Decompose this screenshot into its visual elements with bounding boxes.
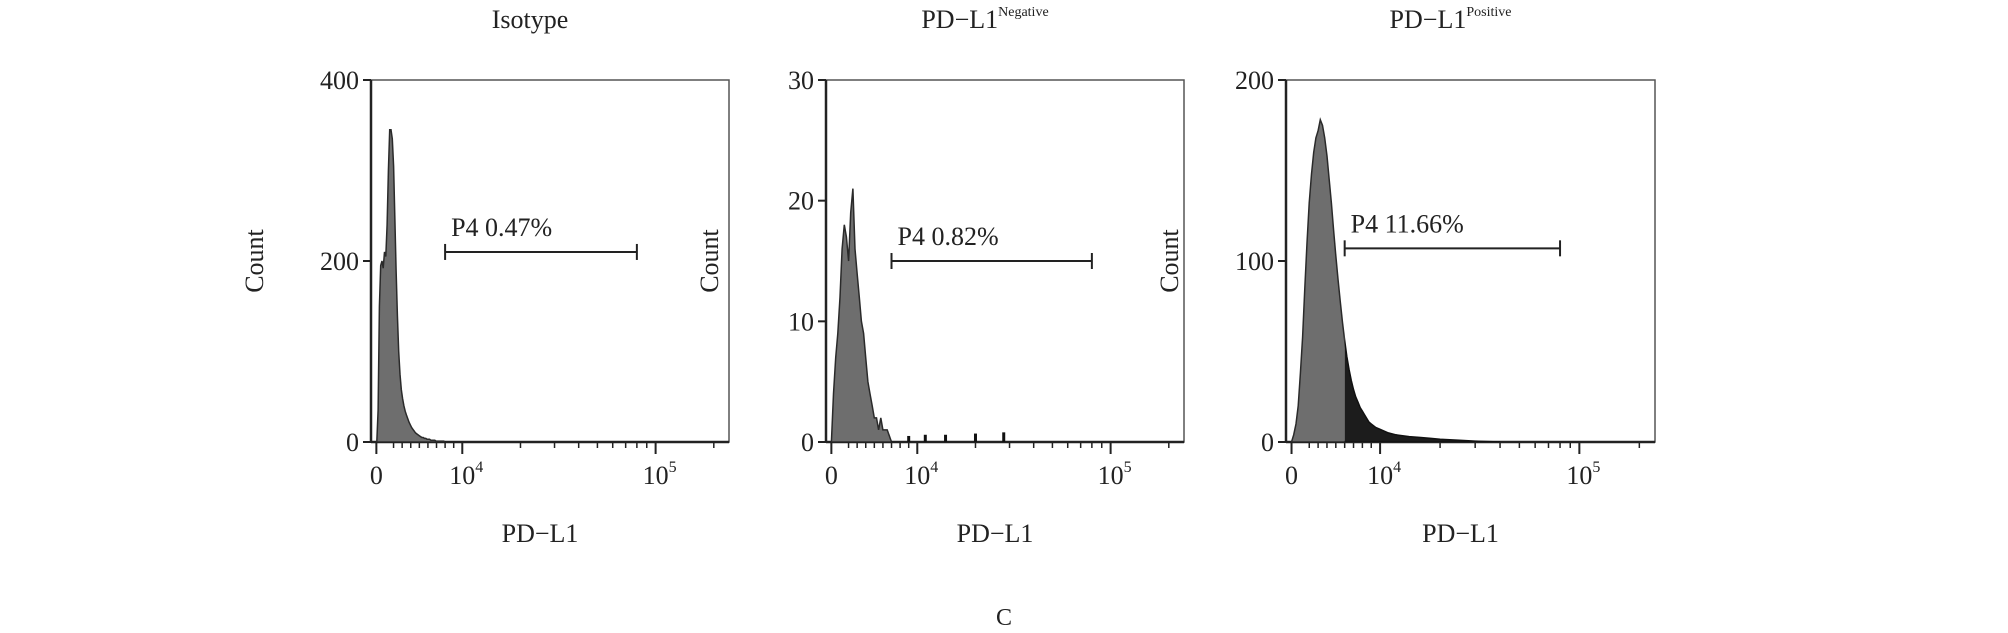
gate-label: P4 11.66%: [1351, 209, 1464, 238]
chart-title: PD−L1Negative: [921, 5, 1048, 34]
x-axis-label: PD−L1: [957, 519, 1034, 548]
x-tick-label: 104: [904, 459, 938, 490]
y-tick-label: 200: [1235, 66, 1274, 95]
chart-title-superscript: Negative: [998, 5, 1049, 20]
plot-frame: [370, 79, 730, 443]
y-tick-label: 400: [320, 66, 359, 95]
histogram-area: [376, 129, 446, 442]
x-tick-label: 104: [1367, 459, 1401, 490]
x-tick-exponent: 4: [475, 459, 483, 476]
chart-panel-3: PD−L1Positive 0 100 200 0 104 105 PD−L1 Count P4 …: [1155, 5, 1656, 548]
y-tick-label: 0: [1261, 428, 1274, 457]
x-tick-exponent: 5: [1124, 459, 1132, 476]
event-mark: [1002, 432, 1006, 442]
chart-title: Isotype: [492, 5, 569, 34]
x-tick-exponent: 4: [930, 459, 938, 476]
event-mark: [923, 434, 927, 442]
event-mark: [973, 433, 977, 442]
x-tick-label: 105: [1098, 459, 1132, 490]
x-tick-exponent: 5: [1592, 459, 1600, 476]
y-axis-label: Count: [695, 228, 724, 292]
histogram-area: [830, 188, 892, 442]
chart-title-superscript: Positive: [1466, 5, 1511, 20]
histogram-area: [1290, 117, 1345, 442]
y-tick-label: 0: [801, 428, 814, 457]
x-tick-exponent: 5: [669, 459, 677, 476]
x-tick-label: 0: [1285, 461, 1298, 490]
y-axis-label: Count: [1155, 228, 1184, 292]
x-tick-label: 105: [1566, 459, 1600, 490]
figure-caption: C: [996, 605, 1012, 631]
x-axis-label: PD−L1: [502, 519, 579, 548]
x-tick-label: 104: [449, 459, 483, 490]
chart-panel-1: Isotype 0 200 400 0 104 105 PD−L1 Count P4 0.47%: [240, 5, 730, 548]
x-tick-label: 0: [825, 461, 838, 490]
chart-panel-2: PD−L1Negative 0 10 20 30 0 104 105 PD−L1 Count P4 …: [695, 5, 1185, 548]
chart-title: PD−L1Positive: [1390, 5, 1512, 34]
y-tick-label: 30: [788, 66, 814, 95]
event-mark: [944, 434, 948, 442]
y-tick-label: 0: [346, 428, 359, 457]
gate-label: P4 0.47%: [451, 213, 552, 242]
x-tick-label: 0: [370, 461, 383, 490]
y-tick-label: 10: [788, 307, 814, 336]
histogram-area-gated: [1344, 334, 1501, 442]
y-axis-label: Count: [240, 228, 269, 292]
gate-label: P4 0.82%: [898, 222, 999, 251]
x-axis-label: PD−L1: [1422, 519, 1499, 548]
x-tick-label: 105: [643, 459, 677, 490]
y-tick-label: 20: [788, 187, 814, 216]
x-tick-exponent: 4: [1393, 459, 1401, 476]
y-tick-label: 100: [1235, 247, 1274, 276]
event-mark: [907, 435, 911, 442]
y-tick-label: 200: [320, 247, 359, 276]
